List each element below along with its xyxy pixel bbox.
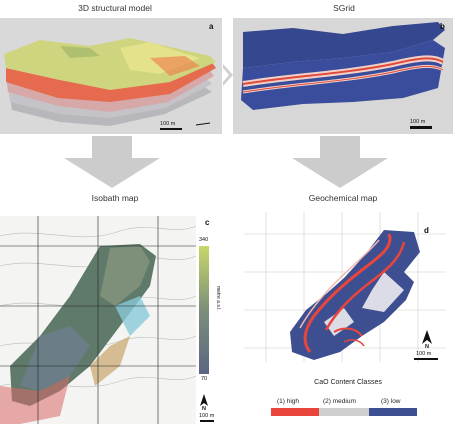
legend-label-medium: (2) medium bbox=[323, 398, 356, 405]
arrow-down-right bbox=[292, 136, 388, 188]
panel-b-sgrid: b 100 m bbox=[233, 18, 453, 134]
colorbar-unit-label: metre a.s.l. bbox=[215, 286, 221, 311]
panel-d-letter: d bbox=[424, 226, 429, 235]
legend-label-low: (3) low bbox=[381, 398, 401, 405]
legend-swatch-low bbox=[369, 408, 417, 416]
arrow-right bbox=[223, 64, 233, 86]
panel-c-title: Isobath map bbox=[91, 193, 139, 203]
panel-c-isobath-map: c 340 70 metre a.s.l. N 100 m bbox=[0, 216, 222, 424]
geochemical-map-image bbox=[244, 212, 446, 362]
panel-c-scale-label: 100 m bbox=[199, 413, 215, 419]
panel-d-scale-label: 100 m bbox=[416, 351, 432, 357]
sgrid-image bbox=[241, 22, 445, 129]
legend-title: CaO Content Classes bbox=[314, 379, 382, 386]
panel-b-scale-label: 100 m bbox=[410, 119, 426, 125]
panel-c-letter: c bbox=[205, 218, 210, 227]
arrow-down-left bbox=[64, 136, 160, 188]
panel-a-scale-label: 100 m bbox=[160, 121, 176, 127]
colorbar-max-label: 340 bbox=[199, 237, 209, 243]
structural-model-image bbox=[4, 38, 216, 130]
panel-d-geochemical-map: d N 100 m bbox=[244, 212, 446, 362]
colorbar-min-label: 70 bbox=[201, 376, 208, 382]
legend-swatch-high bbox=[271, 408, 319, 416]
north-label-c: N bbox=[202, 406, 206, 412]
legend-bar: (1) high (2) medium (3) low bbox=[271, 398, 417, 416]
panel-a-structural-model: a 100 m bbox=[0, 18, 222, 134]
legend-label-high: (1) high bbox=[277, 398, 300, 405]
panel-a-letter: a bbox=[209, 22, 214, 31]
panel-b-title: SGrid bbox=[333, 3, 355, 13]
panel-d-title: Geochemical map bbox=[308, 193, 378, 203]
legend-swatch-medium bbox=[319, 408, 369, 416]
isobath-map-image bbox=[0, 216, 214, 424]
panel-a-title: 3D structural model bbox=[78, 3, 152, 13]
north-label-d: N bbox=[425, 344, 429, 350]
panel-b-letter: b bbox=[440, 22, 445, 31]
